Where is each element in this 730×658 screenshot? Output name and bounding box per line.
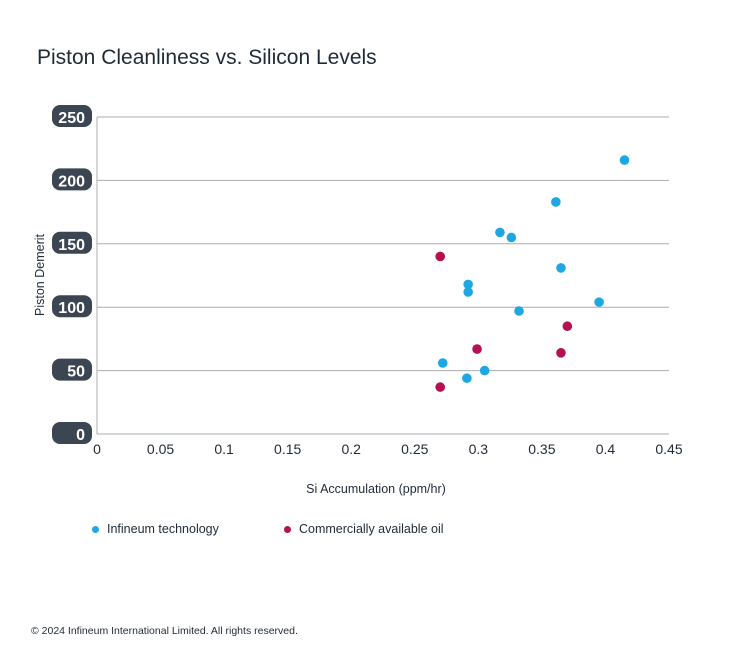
point-series-0-11 — [462, 373, 472, 384]
point-series-0-9 — [437, 358, 448, 368]
copyright-notice: © 2024 Infineum International Limited. A… — [31, 625, 298, 637]
y-tick-badge — [52, 168, 92, 191]
y-tick-label-250: 250 — [58, 110, 85, 127]
y-tick-badge — [52, 422, 92, 444]
y-tick-200: 200 — [52, 168, 92, 191]
legend-label-commercial: Commercially available oil — [299, 522, 444, 536]
x-tick-label-0.45: 0.45 — [655, 441, 682, 457]
x-tick-label-0.2: 0.2 — [341, 441, 361, 457]
y-tick-label-200: 200 — [58, 173, 85, 190]
y-tick-badge — [52, 358, 92, 381]
x-tick-label-0.15: 0.15 — [274, 441, 301, 457]
grid-lines — [96, 116, 669, 435]
x-tick-label-0.1: 0.1 — [214, 441, 234, 457]
y-tick-0: 0 — [52, 422, 92, 444]
point-series-1-0 — [435, 251, 446, 262]
y-tick-100: 100 — [52, 295, 92, 318]
point-series-0-10 — [479, 365, 490, 376]
x-tick-label-0.3: 0.3 — [469, 441, 489, 457]
y-tick-badge — [52, 231, 92, 254]
y-tick-250: 250 — [52, 105, 92, 127]
point-series-0-2 — [495, 227, 505, 238]
point-series-1-4 — [435, 382, 446, 392]
y-tick-50: 50 — [52, 358, 92, 381]
point-series-0-3 — [506, 232, 517, 243]
x-tick-label-0.05: 0.05 — [147, 441, 174, 457]
point-series-0-6 — [463, 287, 473, 297]
legend-item-commercial: Commercially available oil — [284, 522, 444, 536]
x-tick-label-0.4: 0.4 — [596, 441, 616, 457]
x-tick-label-0.35: 0.35 — [528, 441, 555, 457]
y-tick-label-150: 150 — [58, 237, 85, 254]
chart-title: Piston Cleanliness vs. Silicon Levels — [37, 46, 377, 69]
legend-item-infineum: Infineum technology — [92, 522, 219, 536]
point-series-1-2 — [472, 344, 482, 354]
x-axis-label: Si Accumulation (ppm/hr) — [306, 482, 446, 496]
point-series-0-7 — [594, 297, 604, 307]
legend-label-infineum: Infineum technology — [107, 522, 219, 536]
y-tick-label-0: 0 — [76, 427, 85, 444]
point-series-1-1 — [562, 321, 573, 332]
y-tick-badge — [52, 295, 92, 318]
point-series-1-3 — [556, 348, 566, 358]
y-axis-ticks: 0 50 100 150 200 250 — [52, 105, 92, 444]
y-tick-150: 150 — [52, 231, 92, 254]
x-axis-ticks: 0 0.05 0.1 0.15 0.2 0.25 0.3 0.35 0.4 0.45 — [93, 441, 683, 457]
legend-marker-commercial — [284, 525, 291, 533]
y-tick-badge — [52, 105, 92, 127]
y-tick-label-100: 100 — [58, 300, 85, 317]
x-tick-label-0.25: 0.25 — [401, 441, 428, 457]
y-tick-label-50: 50 — [67, 364, 85, 381]
x-tick-label-0: 0 — [93, 441, 101, 457]
point-series-0-1 — [551, 197, 561, 207]
legend-marker-infineum — [92, 525, 99, 533]
point-series-0-4 — [556, 263, 566, 273]
point-series-0-5 — [463, 279, 473, 290]
scatter-chart: 0 50 100 150 200 250 0 0.05 0.1 0.15 0.2 0.25 0.3 0.… — [33, 105, 683, 496]
y-axis-label: Piston Demerit — [33, 233, 47, 315]
data-points — [435, 155, 630, 392]
point-series-0-0 — [619, 155, 630, 165]
point-series-0-8 — [514, 306, 524, 316]
